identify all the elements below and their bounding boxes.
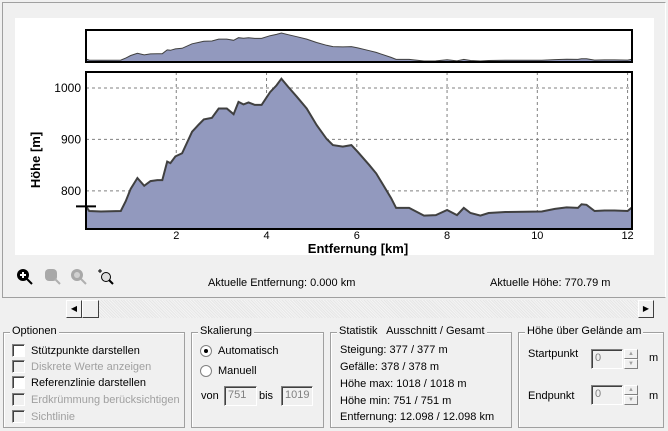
end-unit: m — [649, 390, 659, 402]
elevation-chart[interactable]: 800 900 1000 2 4 6 8 10 12 Höhe [m] Entfernung [… — [0, 0, 668, 260]
checkbox-sichtlinie[interactable]: Sichtlinie — [12, 410, 75, 423]
plot-frame — [85, 71, 633, 230]
checkbox-diskrete-werte[interactable]: Diskrete Werte anzeigen — [12, 360, 151, 373]
start-height-input[interactable]: 0 — [591, 349, 623, 369]
checkbox-box[interactable] — [12, 344, 25, 357]
horizontal-scrollbar[interactable]: ◀ ▶ — [66, 300, 654, 318]
current-elevation: Aktuelle Höhe: 770.79 m — [490, 277, 611, 289]
x-tick-label: 6 — [354, 230, 360, 242]
overview-line — [85, 32, 633, 62]
scaling-group: Skalierung Automatisch Manuell von 751 b… — [191, 325, 324, 428]
statistics-title: Statistik Ausschnitt / Gesamt — [337, 325, 487, 337]
height-title: Höhe über Gelände am — [525, 325, 644, 337]
current-distance: Aktuelle Entfernung: 0.000 km — [208, 277, 356, 289]
scroll-thumb[interactable] — [82, 300, 99, 318]
main-chart: 800 900 1000 2 4 6 8 10 12 — [54, 71, 634, 242]
stat-ascent: Steigung: 377 / 377 m — [340, 344, 448, 356]
start-spin-up[interactable]: ▲ — [624, 349, 638, 359]
end-height-input[interactable]: 0 — [591, 385, 623, 405]
y-tick-label: 800 — [61, 184, 81, 198]
checkbox-box[interactable] — [12, 360, 25, 373]
y-tick-label: 900 — [61, 132, 81, 146]
x-tick-label: 12 — [621, 230, 633, 242]
radio-automatic[interactable]: Automatisch — [200, 345, 279, 357]
radio-label: Manuell — [218, 365, 257, 377]
stat-distance: Entfernung: 12.098 / 12.098 km — [340, 411, 495, 423]
end-spin-up[interactable]: ▲ — [624, 385, 638, 395]
scale-from-input[interactable]: 751 — [224, 386, 257, 406]
elevation-line — [85, 77, 633, 217]
checkbox-label: Diskrete Werte anzeigen — [31, 360, 152, 373]
y-axis-label: Höhe [m] — [28, 132, 43, 188]
to-label: bis — [259, 390, 274, 402]
zoom-in-icon[interactable] — [16, 268, 34, 286]
radio-manual[interactable]: Manuell — [200, 365, 257, 377]
scale-to-input[interactable]: 1019 — [281, 386, 313, 406]
from-label: von — [201, 390, 219, 402]
radio-button[interactable] — [200, 365, 212, 377]
radio-label: Automatisch — [218, 345, 279, 357]
zoom-previous-icon[interactable] — [44, 268, 62, 286]
stat-max-elevation: Höhe max: 1018 / 1018 m — [340, 378, 467, 390]
zoom-window-icon[interactable] — [97, 268, 115, 286]
x-tick-label: 4 — [263, 230, 269, 242]
start-spin-down[interactable]: ▼ — [624, 359, 638, 369]
stat-descent: Gefälle: 378 / 378 m — [340, 361, 440, 373]
options-title: Optionen — [10, 325, 59, 337]
radio-button[interactable] — [200, 345, 212, 357]
overview-area — [86, 33, 632, 62]
checkbox-label: Sichtlinie — [31, 410, 76, 423]
x-tick-label: 10 — [531, 230, 543, 242]
scaling-title: Skalierung — [198, 325, 254, 337]
zoom-out-icon[interactable] — [70, 268, 88, 286]
statistics-group: Statistik Ausschnitt / Gesamt Steigung: … — [330, 325, 512, 428]
end-spin-down[interactable]: ▼ — [624, 395, 638, 405]
checkbox-box[interactable] — [12, 376, 25, 389]
checkbox-referenzlinie[interactable]: Referenzlinie darstellen — [12, 376, 146, 389]
overview-frame — [85, 29, 633, 63]
scroll-left-button[interactable]: ◀ — [66, 300, 82, 318]
checkbox-label: Stützpunkte darstellen — [31, 344, 140, 357]
checkbox-label: Referenzlinie darstellen — [31, 376, 146, 389]
checkbox-erdkruemmung[interactable]: Erdkrümmung berücksichtigen — [12, 393, 180, 406]
x-tick-label: 8 — [444, 230, 450, 242]
checkbox-stuetzpunkte[interactable]: Stützpunkte darstellen — [12, 344, 140, 357]
overview-chart — [85, 29, 633, 63]
x-tick-label: 2 — [173, 230, 179, 242]
start-unit: m — [649, 352, 659, 364]
checkbox-box[interactable] — [12, 410, 25, 423]
y-tick-label: 1000 — [54, 81, 81, 95]
profile-panel — [2, 2, 666, 298]
scroll-right-button[interactable]: ▶ — [638, 300, 654, 318]
checkbox-box[interactable] — [12, 393, 25, 406]
end-label: Endpunkt — [528, 390, 575, 402]
options-group: Optionen Stützpunkte darstellen Diskrete… — [3, 325, 185, 428]
start-label: Startpunkt — [528, 348, 579, 360]
checkbox-label: Erdkrümmung berücksichtigen — [31, 393, 180, 406]
x-axis-label: Entfernung [km] — [308, 241, 408, 256]
stat-min-elevation: Höhe min: 751 / 751 m — [340, 395, 452, 407]
height-above-ground-group: Höhe über Gelände am Startpunkt 0 ▲ ▼ m … — [518, 325, 664, 428]
